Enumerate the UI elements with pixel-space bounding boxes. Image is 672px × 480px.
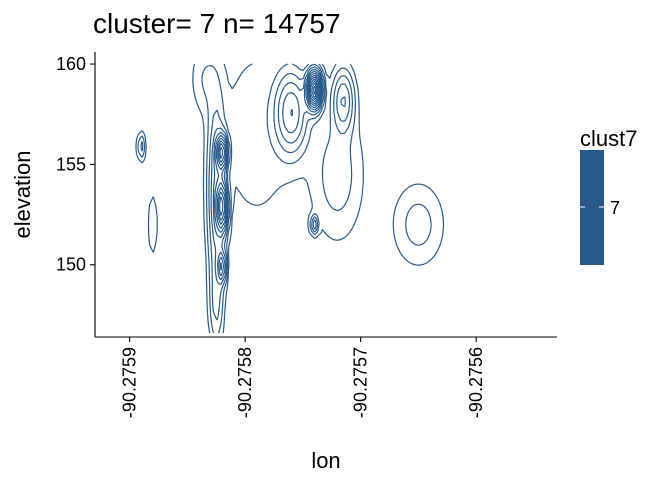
y-tick-label: 150 [56,255,86,275]
contour-level-3 [140,63,353,321]
y-tick-label: 155 [56,154,86,174]
contour-level-5 [212,68,346,281]
contour-level-4 [210,66,351,285]
y-tick-label: 160 [56,54,86,74]
legend-entry-label: 7 [610,198,620,218]
x-tick-label: -90.2759 [120,347,140,418]
contour-level-1 [135,63,445,334]
contour-level-8 [216,74,321,225]
contour-level-2 [137,63,432,334]
contour-level-10 [219,78,320,216]
contour-level-13 [313,85,317,95]
contour-level-6 [214,70,323,277]
legend-title: clust7 [580,126,637,151]
contour-level-12 [311,82,318,98]
x-tick-label: -90.2758 [235,347,255,418]
contour-lines [135,63,445,334]
contour-level-7 [215,72,322,271]
x-tick-label: -90.2756 [466,347,486,418]
y-axis-label: elevation [10,150,35,238]
x-axis-label: lon [311,448,340,473]
y-ticks: 150 155 160 [56,54,95,275]
x-tick-label: -90.2757 [351,347,371,418]
contour-level-9 [217,76,321,221]
contour-level-11 [310,80,319,101]
chart-title: cluster= 7 n= 14757 [93,8,341,39]
legend: clust7 7 [580,126,637,265]
axes [94,52,557,338]
x-ticks: -90.2759 -90.2758 -90.2757 -90.2756 [120,337,486,418]
